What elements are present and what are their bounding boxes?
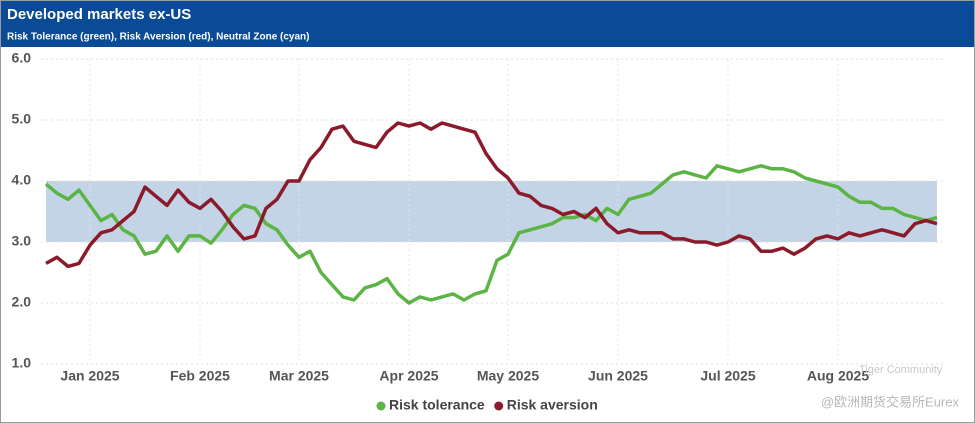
y-tick-label: 2.0 — [12, 294, 32, 310]
x-tick-label: Jul 2025 — [700, 368, 755, 384]
y-tick-label: 1.0 — [12, 355, 32, 371]
chart-title: Developed markets ex-US — [7, 6, 191, 23]
x-tick-label: Feb 2025 — [170, 368, 230, 384]
y-tick-label: 5.0 — [12, 111, 32, 127]
y-tick-label: 6.0 — [12, 50, 32, 66]
header — [1, 1, 974, 47]
x-tick-label: Aug 2025 — [807, 368, 869, 384]
source: @欧洲期货交易所Eurex — [821, 394, 960, 409]
series-line — [45, 121, 938, 269]
y-tick-label: 3.0 — [12, 233, 32, 249]
y-tick-label: 4.0 — [12, 172, 32, 188]
watermark: Tiger Community — [859, 364, 943, 376]
legend-marker — [494, 401, 504, 411]
chart-subtitle: Risk Tolerance (green), Risk Aversion (r… — [7, 32, 310, 43]
legend-label: Risk aversion — [507, 397, 598, 413]
legend-marker — [376, 401, 386, 411]
series-line — [44, 164, 938, 305]
neutral-zone — [46, 181, 937, 242]
x-tick-label: Mar 2025 — [269, 368, 329, 384]
x-tick-label: Apr 2025 — [379, 368, 438, 384]
x-tick-label: May 2025 — [477, 368, 539, 384]
x-tick-label: Jan 2025 — [60, 368, 119, 384]
legend-label: Risk tolerance — [389, 397, 485, 413]
x-tick-label: Jun 2025 — [588, 368, 648, 384]
